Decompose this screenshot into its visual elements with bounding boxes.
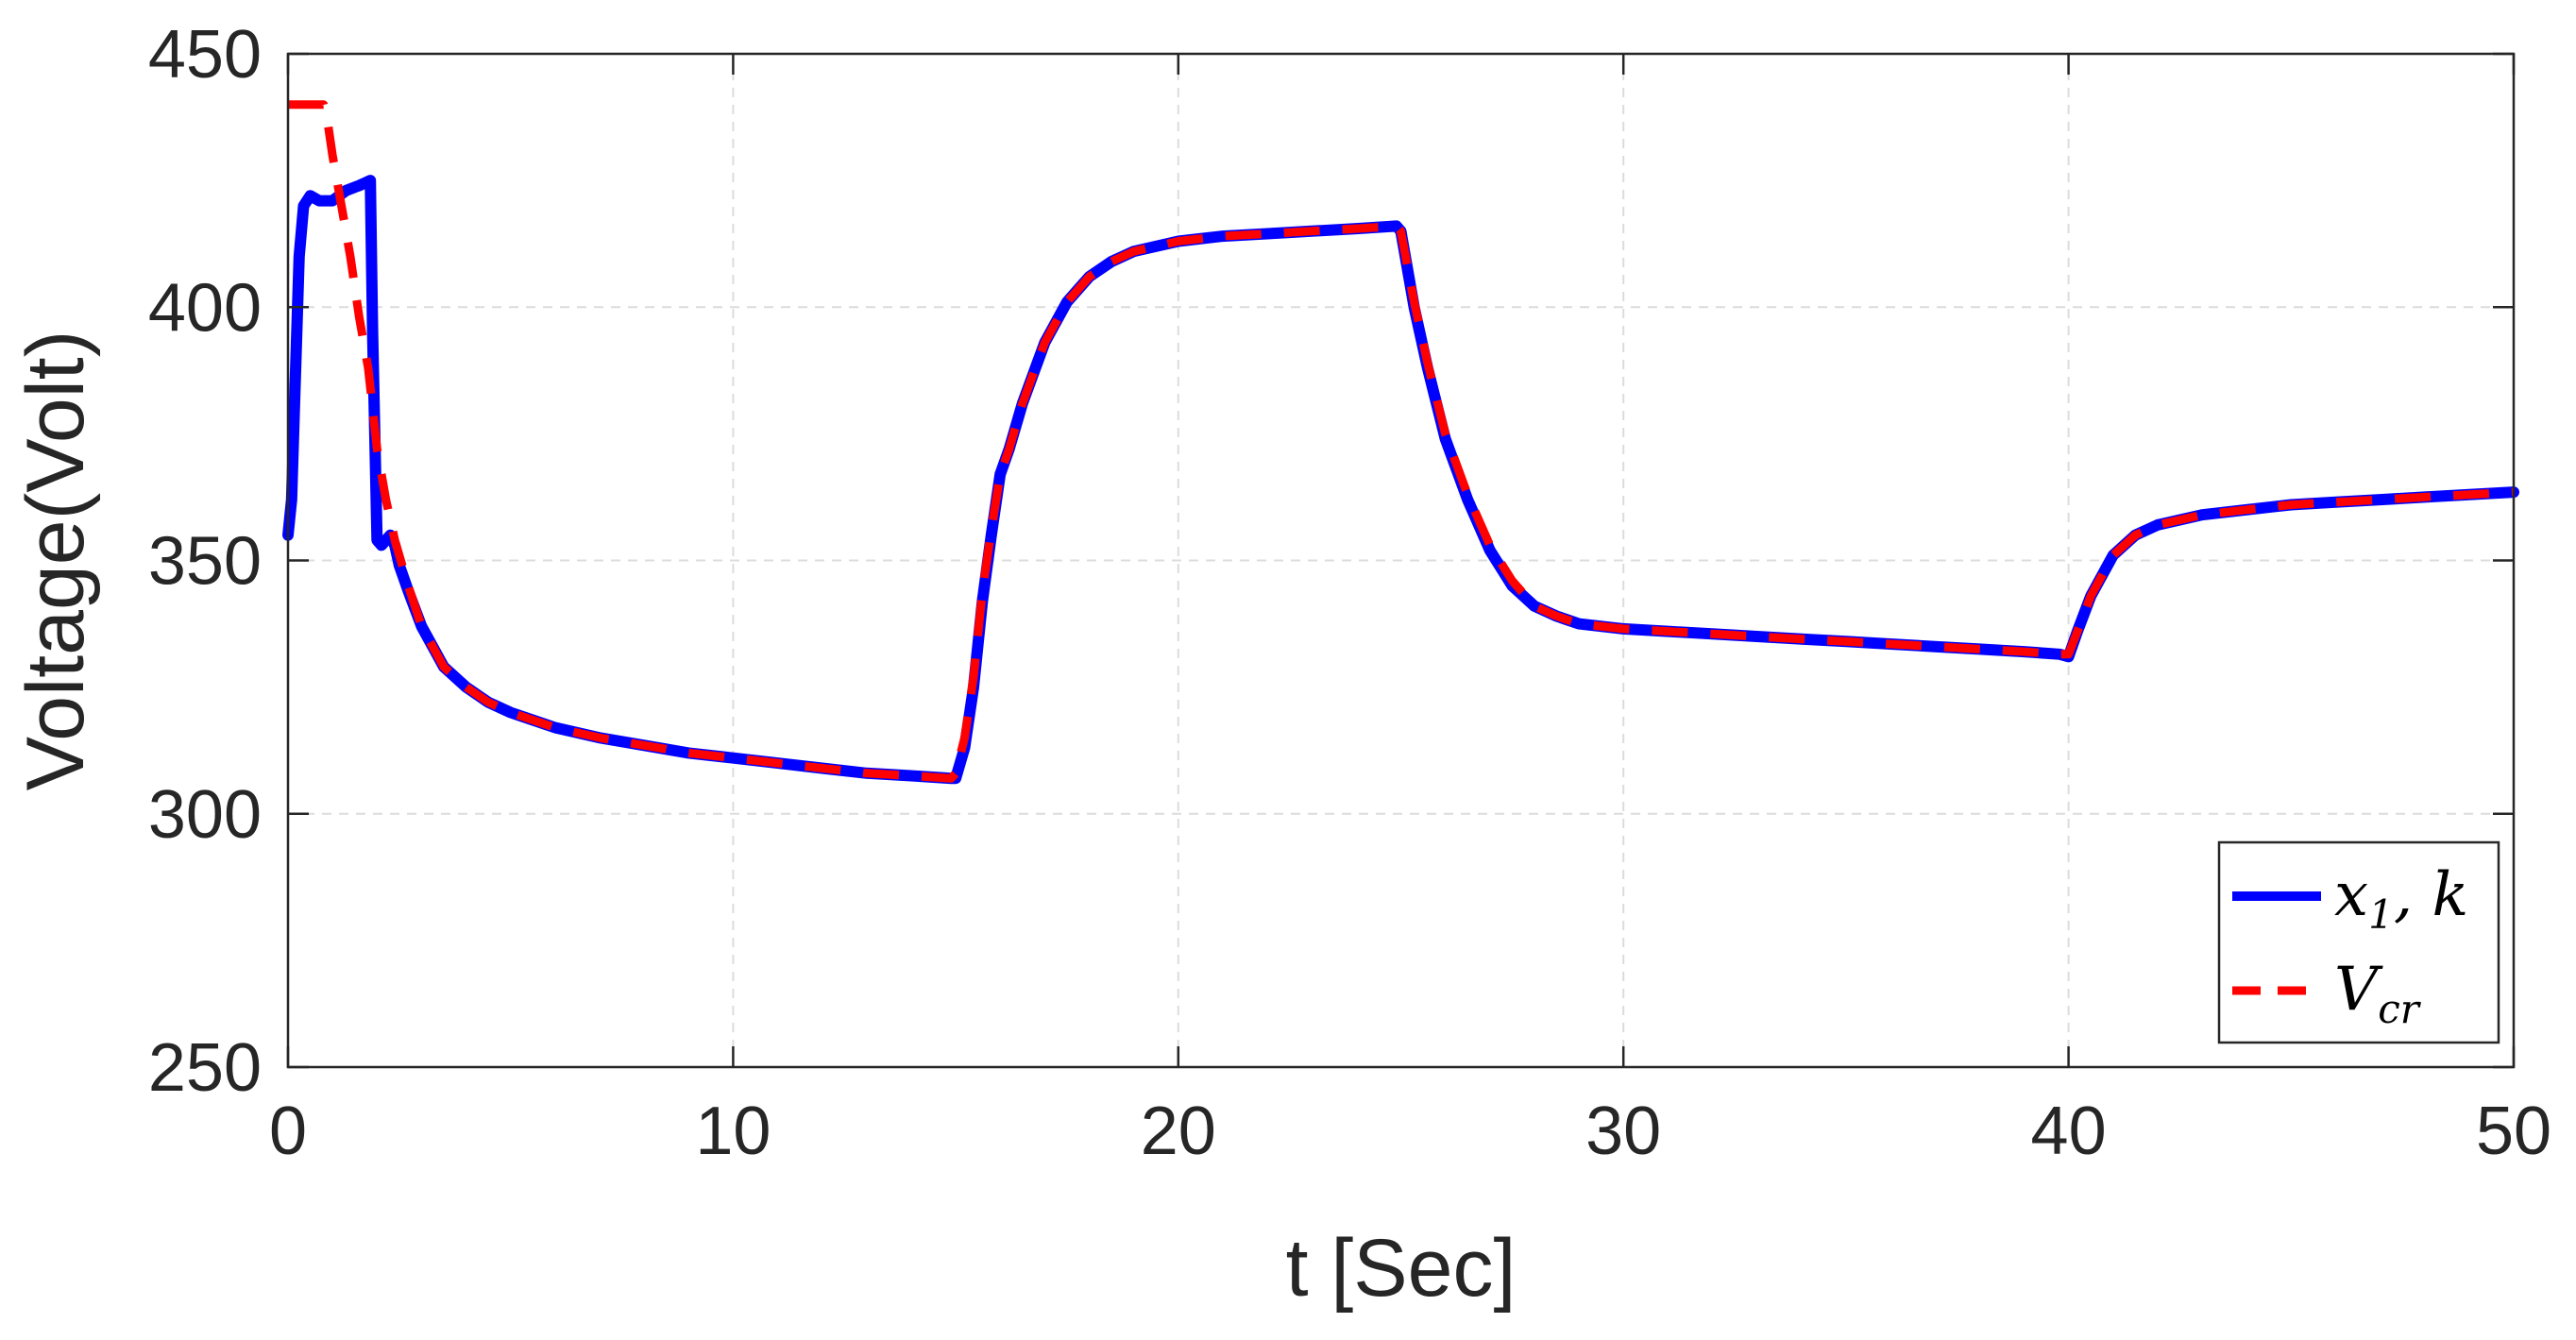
axis-ticks [286,52,2516,1069]
x-tick-label: 0 [269,1094,307,1169]
legend-label-vcr-main: V [2334,955,2383,1025]
x-tick-label: 10 [695,1094,771,1169]
x-tick-label: 30 [1585,1094,1661,1169]
legend-label-vcr-subscript: cr [2378,986,2422,1032]
series-layer [282,100,2519,785]
legend-label-x1-k: x1, k [2334,860,2468,938]
legend-label-x1-k-main: x [2334,860,2368,930]
series-line-vcr [288,100,2515,783]
y-axis-tick-labels: 250 300 350 400 450 [148,17,262,1106]
y-tick-label: 400 [148,270,262,346]
legend-label-x1-k-rest: , k [2394,860,2468,930]
y-tick-label: 350 [148,524,262,600]
y-tick-label: 450 [148,17,262,93]
legend-label-x1-k-subscript: 1 [2368,891,2394,938]
legend-label-vcr: Vcr [2334,955,2422,1032]
x-axis-tick-labels: 0 10 20 30 40 50 [269,1094,2551,1169]
legend-box [2217,840,2500,1044]
y-tick-label: 250 [148,1030,262,1106]
y-axis-title: Voltage(Volt) [10,331,101,791]
x-tick-label: 50 [2476,1094,2551,1169]
legend: x1, k Vcr [2217,840,2500,1044]
y-tick-label: 300 [148,777,262,853]
x-tick-label: 20 [1141,1094,1216,1169]
x-tick-label: 40 [2031,1094,2107,1169]
x-axis-title: t [Sec] [1286,1223,1517,1314]
grid-lines [288,54,2514,1067]
